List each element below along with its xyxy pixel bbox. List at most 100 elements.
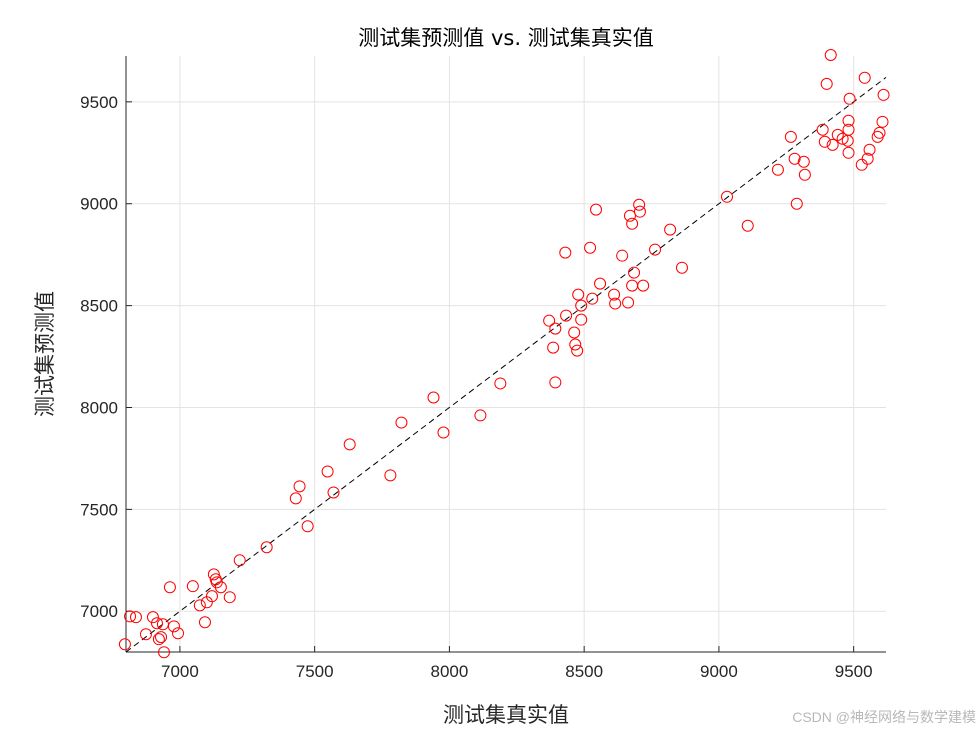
data-point (575, 299, 588, 312)
data-point (790, 197, 803, 210)
data-point (626, 279, 639, 292)
data-point (343, 438, 356, 451)
data-point (818, 135, 831, 148)
data-point (876, 115, 889, 128)
data-point (616, 249, 629, 262)
data-point (637, 279, 650, 292)
data-point (816, 123, 829, 136)
data-point (571, 344, 584, 357)
data-point (608, 288, 621, 301)
data-point (568, 326, 581, 339)
data-point (167, 620, 180, 633)
data-point (843, 92, 856, 105)
data-point (784, 130, 797, 143)
data-point (633, 205, 646, 218)
data-point (609, 297, 622, 310)
data-point (741, 219, 754, 232)
data-point (301, 520, 314, 533)
data-point (156, 618, 169, 631)
data-point (858, 71, 871, 84)
y-tick-label: 8000 (80, 398, 118, 417)
data-point (549, 322, 562, 335)
data-point (158, 646, 170, 659)
data-point (797, 155, 810, 168)
data-point (124, 610, 137, 623)
data-point (863, 143, 876, 156)
data-point (150, 617, 163, 630)
data-point (649, 243, 662, 256)
data-point (575, 313, 588, 326)
data-point (622, 296, 635, 309)
data-point (824, 48, 837, 61)
data-point (543, 314, 556, 327)
data-point (594, 277, 607, 290)
data-point (664, 223, 677, 236)
points (118, 48, 890, 659)
data-point (327, 486, 340, 499)
chart-title: 测试集预测值 vs. 测试集真实值 (358, 26, 653, 50)
data-point (437, 426, 450, 439)
data-point (820, 77, 833, 90)
x-axis-label: 测试集真实值 (443, 703, 569, 727)
data-point (584, 241, 597, 254)
x-tick-label: 8500 (565, 662, 603, 681)
y-axis-label: 测试集预测值 (33, 291, 57, 417)
data-point (172, 627, 185, 640)
watermark: CSDN @神经网络与数学建模 (792, 709, 976, 725)
data-point (842, 146, 855, 159)
data-point (384, 469, 397, 482)
data-point (260, 541, 273, 554)
data-point (139, 628, 152, 641)
data-point (623, 209, 636, 222)
data-point (427, 391, 440, 404)
data-point (569, 338, 582, 351)
data-point (842, 123, 855, 136)
data-point (559, 246, 572, 259)
data-point (198, 616, 211, 629)
data-point (590, 203, 603, 216)
data-point (293, 480, 306, 493)
data-point (321, 465, 334, 478)
data-point (233, 554, 246, 567)
data-point (155, 631, 168, 644)
x-tick-label: 8000 (430, 662, 468, 681)
y-tick-label: 8500 (80, 297, 118, 316)
reference-line (125, 76, 887, 653)
data-point (547, 341, 560, 354)
data-point (633, 198, 646, 211)
data-point (193, 599, 206, 612)
data-point (855, 158, 868, 171)
x-tick-label: 9500 (835, 662, 873, 681)
data-point (626, 217, 639, 230)
data-point (146, 611, 159, 624)
y-tick-label: 7000 (80, 602, 118, 621)
data-point (861, 152, 874, 165)
grid (126, 56, 886, 652)
data-point (560, 309, 573, 322)
y-tick-label: 7500 (80, 500, 118, 519)
data-point (186, 580, 199, 593)
data-point (836, 132, 849, 145)
data-point (873, 126, 886, 139)
data-point (474, 409, 487, 422)
data-point (152, 633, 165, 646)
data-point (826, 138, 839, 151)
data-point (205, 590, 218, 603)
data-point (877, 88, 890, 101)
data-point (129, 611, 142, 624)
x-tick-label: 9000 (700, 662, 738, 681)
data-point (831, 128, 844, 141)
data-point (118, 638, 131, 651)
data-point (207, 568, 220, 581)
data-point (788, 152, 801, 165)
data-point (628, 266, 641, 279)
data-point (163, 581, 176, 594)
tick-labels: 7000 7500 8000 8500 9000 9500 7000 7500 8000 8500… (80, 93, 872, 681)
data-point (675, 261, 688, 274)
data-point (494, 377, 507, 390)
data-point (771, 163, 784, 176)
data-point (720, 190, 733, 203)
data-point (572, 288, 585, 301)
x-tick-label: 7500 (296, 662, 334, 681)
